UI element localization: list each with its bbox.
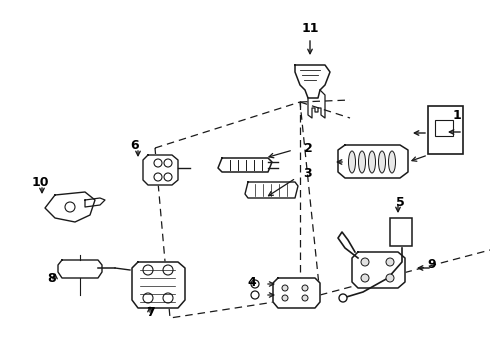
- Text: 11: 11: [301, 22, 319, 35]
- Circle shape: [164, 173, 172, 181]
- Ellipse shape: [359, 151, 366, 173]
- Circle shape: [386, 258, 394, 266]
- Circle shape: [302, 285, 308, 291]
- Polygon shape: [273, 278, 320, 308]
- Text: 3: 3: [304, 166, 312, 180]
- Circle shape: [251, 291, 259, 299]
- Polygon shape: [295, 65, 330, 98]
- Circle shape: [302, 295, 308, 301]
- Text: 9: 9: [428, 258, 436, 271]
- Text: 1: 1: [453, 108, 462, 122]
- Ellipse shape: [389, 151, 395, 173]
- Text: 4: 4: [247, 276, 256, 289]
- Bar: [390, 218, 412, 246]
- Circle shape: [282, 295, 288, 301]
- Polygon shape: [338, 145, 408, 178]
- Circle shape: [164, 159, 172, 167]
- Polygon shape: [245, 182, 298, 198]
- Circle shape: [154, 173, 162, 181]
- Circle shape: [361, 274, 369, 282]
- Bar: [428, 106, 463, 154]
- Text: 6: 6: [131, 139, 139, 152]
- Polygon shape: [58, 260, 102, 278]
- Text: 8: 8: [48, 271, 56, 284]
- Circle shape: [251, 280, 259, 288]
- Circle shape: [163, 265, 173, 275]
- Circle shape: [65, 202, 75, 212]
- Circle shape: [163, 293, 173, 303]
- Circle shape: [154, 159, 162, 167]
- Circle shape: [143, 265, 153, 275]
- Polygon shape: [45, 192, 95, 222]
- Ellipse shape: [348, 151, 356, 173]
- Circle shape: [361, 258, 369, 266]
- Text: 10: 10: [31, 176, 49, 189]
- Ellipse shape: [368, 151, 375, 173]
- Circle shape: [143, 293, 153, 303]
- Polygon shape: [132, 262, 185, 308]
- Text: 2: 2: [304, 141, 313, 154]
- Text: 7: 7: [146, 306, 154, 319]
- Polygon shape: [352, 252, 405, 288]
- Ellipse shape: [339, 294, 347, 302]
- Circle shape: [282, 285, 288, 291]
- Circle shape: [386, 274, 394, 282]
- Polygon shape: [218, 158, 272, 172]
- Polygon shape: [143, 155, 178, 185]
- Text: 5: 5: [395, 195, 404, 208]
- Polygon shape: [85, 198, 105, 207]
- Ellipse shape: [378, 151, 386, 173]
- Bar: [435, 120, 453, 136]
